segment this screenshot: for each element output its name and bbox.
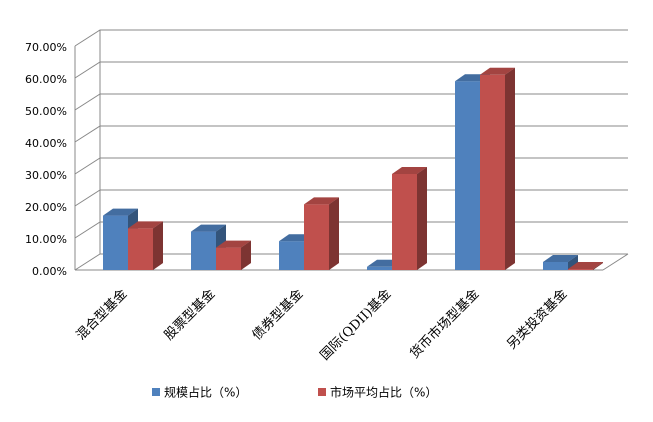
bar-front [279,241,304,270]
grid-line [74,221,628,239]
x-tick-label: 股票型基金 [161,286,218,343]
bar-front [392,174,417,270]
bar [392,167,427,270]
y-tick-label: 50.00% [25,105,67,118]
bar-face [216,240,251,248]
bar-shade [505,67,515,270]
bar-front [216,247,241,270]
legend-swatch [152,388,160,396]
bar [128,221,163,270]
bar-front [191,231,216,270]
bar-shade [241,240,251,270]
x-tick-label: 债券型基金 [249,286,306,343]
y-tick-label: 0.00% [32,265,67,278]
bar-front [455,81,480,270]
bar-face [568,255,578,270]
grid-line [74,61,628,79]
bar-shade [568,262,603,270]
grid-line [74,29,628,47]
bar-front [304,204,329,270]
legend-label: 市场平均占比（%） [330,385,437,400]
bar-shade [480,67,515,75]
bar-shade [392,167,427,174]
bar-face [505,67,515,270]
x-tick-label: 混合型基金 [73,286,130,343]
y-tick-label: 40.00% [25,137,67,150]
bar-face [543,255,578,262]
bar-shade [103,208,138,216]
bar-front [367,266,392,270]
bar-shade [304,197,339,205]
bar-face [153,221,163,270]
bar-shade [329,197,339,270]
bar-front [128,228,153,270]
bar-face [241,240,251,270]
bar-shade [128,221,163,229]
grid-line [74,253,628,271]
y-tick-label: 10.00% [25,233,67,246]
legend-label: 规模占比（%） [164,385,247,400]
bar [480,67,515,270]
y-tick-label: 20.00% [25,201,67,214]
bar-face [128,221,163,229]
bar-face [392,167,427,174]
bar-shade [568,255,578,270]
bar-face [593,262,603,270]
grid-line [74,157,628,175]
bar-shade [191,224,226,232]
bar-face [329,197,339,270]
bar [304,197,339,270]
bar-face [568,262,603,270]
bar-shade [543,255,578,262]
bar-face [103,208,138,216]
bar-front [543,262,568,270]
grid-line [74,93,628,111]
bar-front [103,215,128,270]
bar-face [304,197,339,205]
grid-line [74,125,628,143]
x-tick-label: 货币市场型基金 [407,286,483,362]
bar-front [480,74,505,270]
bar [568,262,603,270]
bar-face [417,167,427,270]
floor-edge [602,253,629,271]
bar [543,255,578,270]
bar-shade [216,240,251,248]
bar-face [191,224,226,232]
bar [216,240,251,270]
bar-face [480,67,515,75]
legend-swatch [318,388,326,396]
y-tick-label: 30.00% [25,169,67,182]
x-tick-label: 国际(QDII)基金 [317,286,394,363]
bar-shade [153,221,163,270]
x-tick-label: 另类投资基金 [504,286,570,352]
bar-shade [593,262,603,270]
bar-shade [417,167,427,270]
y-tick-label: 70.00% [25,41,67,54]
y-tick-label: 60.00% [25,73,67,86]
bar-front [568,269,593,270]
grid-line [74,189,628,207]
